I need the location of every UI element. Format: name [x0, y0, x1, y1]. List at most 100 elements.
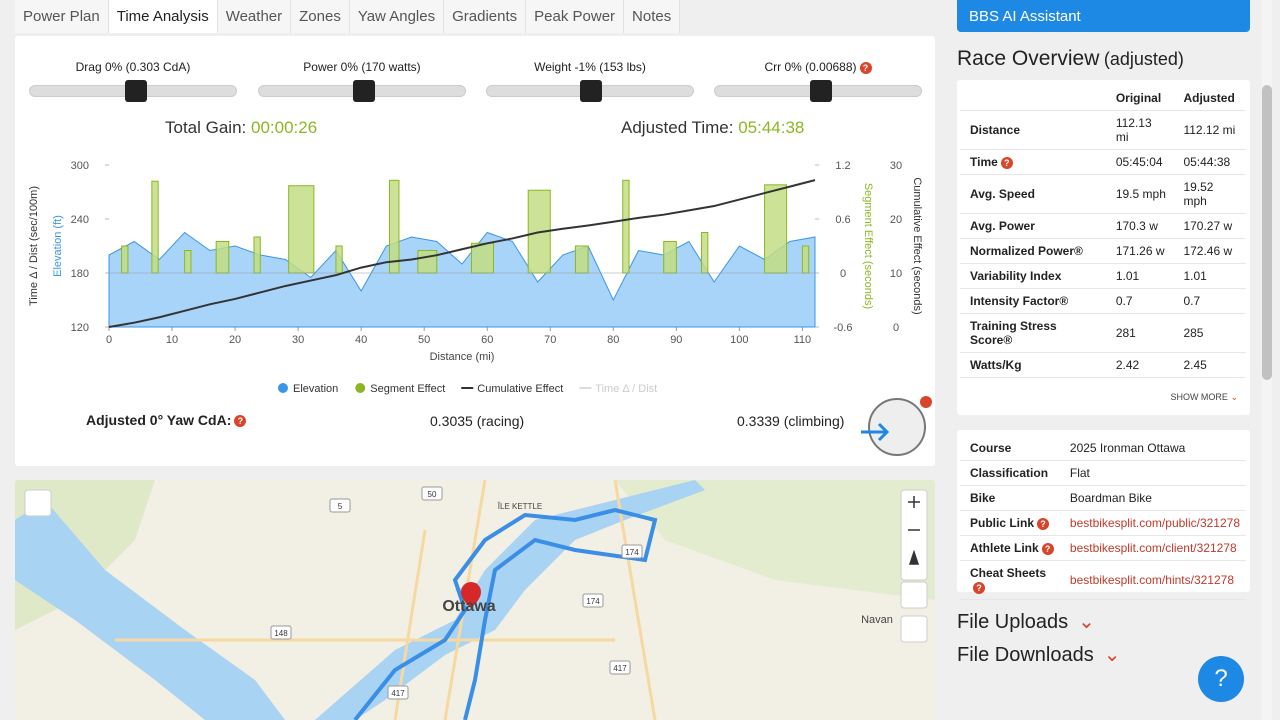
- x-tick-label: 100: [730, 334, 748, 346]
- cda-icon: [868, 398, 926, 456]
- row-label: Variability Index: [960, 263, 1106, 289]
- table-cell: 05:45:04: [1105, 149, 1174, 175]
- row-label: Normalized Power®: [960, 238, 1106, 264]
- text: 05:44:38: [1183, 155, 1231, 169]
- text: Cheat Sheets: [970, 566, 1047, 580]
- road-number: 50: [428, 490, 437, 499]
- x-tick-label: 90: [670, 334, 682, 346]
- text: 19.52 mph: [1183, 180, 1214, 208]
- y-tick-label: 120: [71, 322, 89, 334]
- x-axis-label: Distance (mi): [430, 351, 495, 363]
- table-row: Avg. Power 170.3 w 170.27 w: [960, 213, 1246, 239]
- text: Boardman Bike: [1069, 491, 1152, 505]
- help-icon: [920, 396, 932, 408]
- help-icon[interactable]: ?: [1041, 542, 1054, 555]
- row-label: Watts/Kg: [960, 352, 1106, 378]
- y-tick-label: 0: [893, 322, 899, 334]
- segment-bar: [574, 245, 589, 274]
- course-label: Athlete Link?: [960, 535, 1060, 561]
- show-more[interactable]: SHOW MORE ⌄: [1170, 392, 1238, 402]
- tab[interactable]: Zones: [291, 0, 350, 33]
- text: 0.7: [1115, 294, 1133, 308]
- table-cell: 05:44:38: [1173, 149, 1246, 175]
- label: Power 0% (170 watts): [303, 60, 421, 74]
- legend-item[interactable]: Cumulative Effect: [461, 383, 563, 395]
- course-value: bestbikesplit.com/hints/321278: [1059, 560, 1246, 600]
- segment-bar: [417, 250, 438, 274]
- header-cell: Adjusted: [1173, 86, 1246, 111]
- road-shield: [421, 486, 443, 501]
- course-label: Cheat Sheets?: [960, 560, 1060, 600]
- x-tick-label: 110: [794, 334, 812, 346]
- text: Athlete Link: [970, 541, 1039, 555]
- label: Crr 0% (0.00688): [764, 60, 857, 74]
- y-tick-label: 20: [890, 214, 902, 226]
- total-gain: Total Gain: 00:00:26: [165, 118, 317, 138]
- section-toggle[interactable]: File Uploads ⌄: [957, 609, 1121, 634]
- legend-item[interactable]: Segment Effect: [355, 383, 445, 395]
- help-icon[interactable]: ?: [234, 415, 247, 428]
- cda-climbing: 0.3339 (climbing): [737, 413, 845, 429]
- text[interactable]: bestbikesplit.com/hints/321278: [1069, 573, 1234, 587]
- row-label: Intensity Factor®: [960, 288, 1106, 314]
- tab[interactable]: Weather: [217, 0, 292, 33]
- cda-label: Adjusted 0° Yaw CdA:?: [86, 412, 247, 428]
- legend-swatch: [355, 383, 366, 393]
- help-icon[interactable]: ?: [973, 581, 985, 594]
- text: 2.42: [1115, 358, 1140, 372]
- x-tick-label: 20: [229, 334, 241, 346]
- slider-thumb[interactable]: [580, 80, 602, 102]
- text[interactable]: bestbikesplit.com/public/321278: [1069, 516, 1240, 530]
- help-icon[interactable]: ?: [1000, 156, 1013, 169]
- help-button[interactable]: ?: [1198, 656, 1244, 702]
- text: 05:45:04: [1115, 155, 1163, 169]
- tab[interactable]: Yaw Angles: [349, 0, 445, 33]
- section-toggle[interactable]: File Downloads ⌄: [957, 642, 1121, 667]
- tab[interactable]: Peak Power: [526, 0, 625, 33]
- slider-thumb[interactable]: [810, 80, 832, 102]
- tab-bar: Power Plan Time Analysis Weather Zones Yaw A…: [15, 0, 681, 33]
- text[interactable]: bestbikesplit.com/client/321278: [1069, 541, 1237, 555]
- tab[interactable]: Power Plan: [15, 0, 109, 33]
- y-tick-label: 0.6: [835, 214, 850, 226]
- label: Total Gain:: [165, 118, 247, 137]
- tab[interactable]: Time Analysis: [108, 0, 218, 33]
- help-icon[interactable]: ?: [859, 61, 872, 74]
- text: 1.01: [1183, 269, 1207, 283]
- tab[interactable]: Gradients: [444, 0, 527, 33]
- text: 172.46 w: [1183, 244, 1233, 258]
- text: 1.01: [1115, 269, 1140, 283]
- road-number: 417: [613, 664, 627, 673]
- text: 112.12 mi: [1183, 123, 1236, 137]
- tab[interactable]: Notes: [624, 0, 681, 33]
- table-header: Original Adjusted: [960, 86, 1246, 111]
- legend-item[interactable]: Elevation: [278, 383, 338, 395]
- slider-label: Power 0% (170 watts): [258, 60, 466, 74]
- table-row: Avg. Speed 19.5 mph 19.52 mph: [960, 174, 1246, 214]
- segment-bar: [121, 245, 129, 274]
- text: 170.3 w: [1115, 219, 1158, 233]
- segment-bar: [663, 241, 677, 274]
- text: Avg. Power: [970, 219, 1035, 233]
- road-shield: [609, 660, 631, 675]
- road-shield: [621, 544, 643, 559]
- table-row: Distance 112.13 mi 112.12 mi: [960, 110, 1246, 150]
- help-icon[interactable]: ?: [1037, 517, 1050, 530]
- y-tick-label: 180: [71, 268, 89, 280]
- map-place: ÎLE KETTLE: [497, 502, 542, 511]
- map[interactable]: Ottawa Navan ÎLE KETTLE 50 5 174 174 148 417 417: [15, 480, 935, 720]
- assistant-button[interactable]: BBS AI Assistant: [957, 0, 1250, 32]
- segment-bar: [389, 179, 400, 274]
- table-cell: 170.27 w: [1173, 213, 1246, 239]
- text: 281: [1115, 326, 1136, 340]
- legend-item[interactable]: Time Δ / Dist: [579, 383, 657, 395]
- text: Time: [970, 155, 998, 169]
- slider-thumb[interactable]: [125, 80, 147, 102]
- segment-bar: [215, 241, 230, 274]
- slider-label: Crr 0% (0.00688)?: [714, 60, 922, 74]
- table-cell: 2.45: [1173, 352, 1246, 378]
- slider-thumb[interactable]: [353, 80, 375, 102]
- table-row: Intensity Factor® 0.7 0.7: [960, 288, 1246, 314]
